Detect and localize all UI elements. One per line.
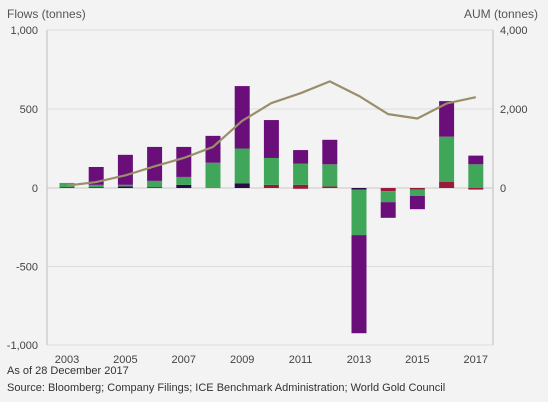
bars xyxy=(59,86,484,334)
x-tick-label: 2005 xyxy=(113,354,137,366)
aum-line xyxy=(66,80,477,187)
bar-segment xyxy=(117,154,133,185)
left-tick-label: -500 xyxy=(16,262,38,274)
left-axis-ticks: 1,000 500 0 -500 -1,000 xyxy=(7,25,38,352)
bar-segment xyxy=(263,157,279,185)
left-tick-label: -1,000 xyxy=(7,340,38,352)
bar-segment xyxy=(293,163,309,185)
bar-segment xyxy=(468,164,484,188)
left-axis-title: Flows (tonnes) xyxy=(7,7,86,21)
bar-segment xyxy=(293,150,309,164)
bar-segment xyxy=(380,191,396,203)
bar-segment xyxy=(439,181,455,188)
bar-segment xyxy=(351,235,367,334)
bar-segment xyxy=(117,184,133,187)
bar-segment xyxy=(147,146,163,181)
bar-segment xyxy=(380,202,396,218)
bar-segment xyxy=(88,187,104,188)
left-tick-label: 0 xyxy=(32,183,38,195)
bar-segment xyxy=(293,188,309,189)
bar-segment xyxy=(409,188,425,190)
bar-segment xyxy=(147,180,163,188)
x-tick-label: 2007 xyxy=(172,354,196,366)
chart-note: As of 28 December 2017 xyxy=(7,365,129,377)
bar-segment xyxy=(351,189,367,236)
right-tick-label: 4,000 xyxy=(500,25,528,37)
x-tick-label: 2009 xyxy=(230,354,254,366)
bar-segment xyxy=(322,164,338,187)
bar-segment xyxy=(439,101,455,137)
x-tick-label: 2015 xyxy=(405,354,429,366)
bar-segment xyxy=(409,189,425,196)
right-axis-title: AUM (tonnes) xyxy=(464,7,538,21)
bar-segment xyxy=(88,184,104,188)
chart-source: Source: Bloomberg; Company Filings; ICE … xyxy=(7,382,446,394)
bar-segment xyxy=(380,188,396,192)
x-tick-label: 2017 xyxy=(464,354,488,366)
right-tick-label: 2,000 xyxy=(500,104,528,116)
bar-segment xyxy=(234,183,250,188)
x-tick-label: 2013 xyxy=(347,354,371,366)
left-tick-label: 500 xyxy=(20,104,38,116)
bar-segment xyxy=(263,120,279,158)
bar-segment xyxy=(205,162,221,188)
bar-segment xyxy=(468,188,484,190)
bar-segment xyxy=(351,188,367,190)
bar-segment xyxy=(322,186,338,188)
bar-segment xyxy=(322,139,338,165)
x-tick-label: 2003 xyxy=(55,354,79,366)
bar-segment xyxy=(409,195,425,210)
bar-segment xyxy=(439,136,455,182)
right-tick-label: 0 xyxy=(500,183,506,195)
bar-segment xyxy=(234,148,250,184)
bar-segment xyxy=(176,146,192,177)
bar-segment xyxy=(117,186,133,188)
x-tick-label: 2011 xyxy=(289,354,313,366)
x-axis-ticks: 2003 2005 2007 2009 2011 2013 2015 2017 xyxy=(55,354,488,366)
bar-segment xyxy=(293,184,309,188)
bar-segment xyxy=(234,86,250,149)
bar-segment xyxy=(59,187,75,188)
bar-segment xyxy=(468,155,484,165)
right-axis-ticks: 4,000 2,000 0 xyxy=(500,25,528,195)
bar-segment xyxy=(147,187,163,188)
left-tick-label: 1,000 xyxy=(10,25,38,37)
bar-segment xyxy=(176,184,192,188)
bar-segment xyxy=(176,176,192,185)
bar-segment xyxy=(263,184,279,188)
aum-series-line xyxy=(66,80,477,187)
